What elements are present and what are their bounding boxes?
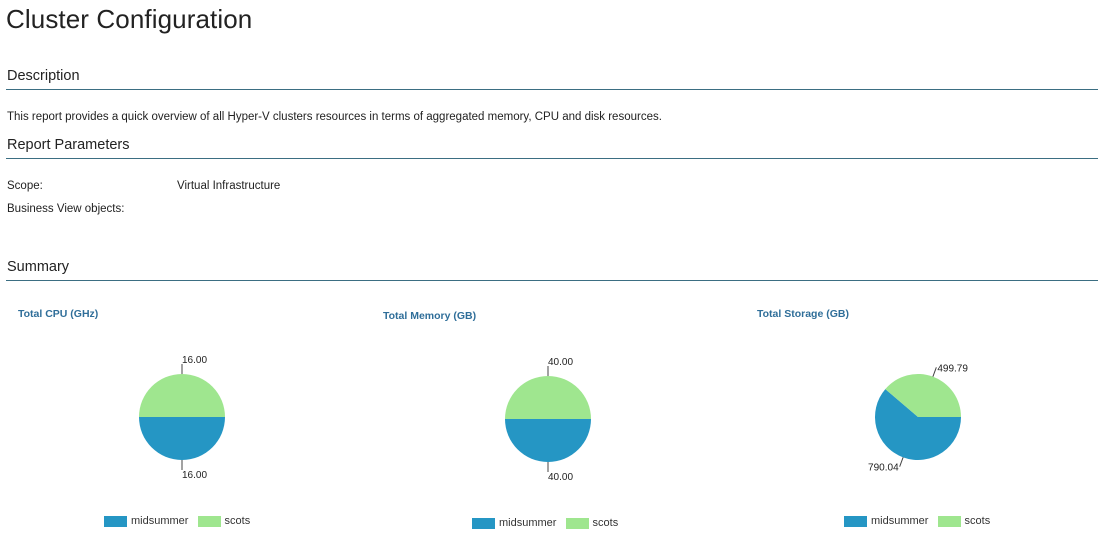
- data-label-midsummer: 40.00: [548, 472, 573, 483]
- data-label-scots: 40.00: [548, 357, 573, 368]
- pie-chart-memory: 40.00 40.00: [505, 357, 591, 483]
- report-parameters-heading: Report Parameters: [7, 137, 130, 153]
- legend-label-scots: scots: [224, 515, 251, 528]
- param-business-view-label: Business View objects:: [7, 203, 125, 215]
- data-label-scots: 16.00: [182, 355, 207, 366]
- description-divider: [6, 89, 1098, 90]
- param-scope-value: Virtual Infrastructure: [177, 180, 281, 192]
- legend-cpu: midsummer scots: [104, 515, 256, 531]
- pie-slice-scots: [505, 376, 591, 419]
- legend-swatch-scots: [565, 517, 589, 529]
- summary-heading: Summary: [7, 259, 70, 275]
- pie-chart-cpu: 16.00 16.00: [139, 355, 225, 481]
- legend-item-midsummer: midsummer: [104, 515, 188, 527]
- legend-label-midsummer: midsummer: [131, 515, 189, 528]
- legend-swatch-scots: [197, 515, 221, 527]
- leader-line-midsummer: [899, 457, 904, 467]
- legend-swatch-midsummer: [104, 515, 127, 527]
- pie-chart-storage: 790.04 499.79: [868, 363, 968, 474]
- legend-label-midsummer: midsummer: [499, 517, 557, 530]
- legend-label-midsummer: midsummer: [871, 515, 929, 528]
- legend-item-scots: scots: [197, 515, 251, 528]
- legend-item-scots: scots: [565, 517, 619, 530]
- legend-item-midsummer: midsummer: [844, 515, 928, 527]
- leader-line-scots: [932, 367, 937, 377]
- pie-slice-midsummer: [505, 419, 591, 462]
- legend-item-scots: scots: [937, 515, 991, 528]
- chart-title-cpu: Total CPU (GHz): [18, 308, 99, 320]
- pie-slice-midsummer: [875, 389, 961, 460]
- legend-storage: midsummer scots: [844, 515, 996, 531]
- legend-memory: midsummer scots: [472, 517, 624, 533]
- data-label-midsummer: 16.00: [182, 470, 207, 481]
- legend-label-scots: scots: [592, 517, 619, 530]
- report-parameters-divider: [6, 158, 1098, 159]
- legend-item-midsummer: midsummer: [472, 517, 556, 529]
- chart-title-memory: Total Memory (GB): [383, 310, 477, 322]
- legend-swatch-midsummer: [472, 517, 495, 529]
- data-label-scots: 499.79: [937, 363, 968, 374]
- description-text: This report provides a quick overview of…: [7, 111, 662, 123]
- pie-slice-scots: [139, 374, 225, 417]
- param-scope-label: Scope:: [7, 180, 43, 192]
- legend-swatch-midsummer: [844, 515, 867, 527]
- legend-label-scots: scots: [964, 515, 991, 528]
- page-title: Cluster Configuration: [6, 4, 253, 34]
- summary-divider: [6, 280, 1098, 281]
- chart-title-storage: Total Storage (GB): [757, 308, 849, 320]
- legend-swatch-scots: [937, 515, 961, 527]
- pie-slice-midsummer: [139, 417, 225, 460]
- description-heading: Description: [7, 68, 80, 84]
- data-label-midsummer: 790.04: [868, 463, 899, 474]
- pie-slice-scots: [885, 374, 961, 417]
